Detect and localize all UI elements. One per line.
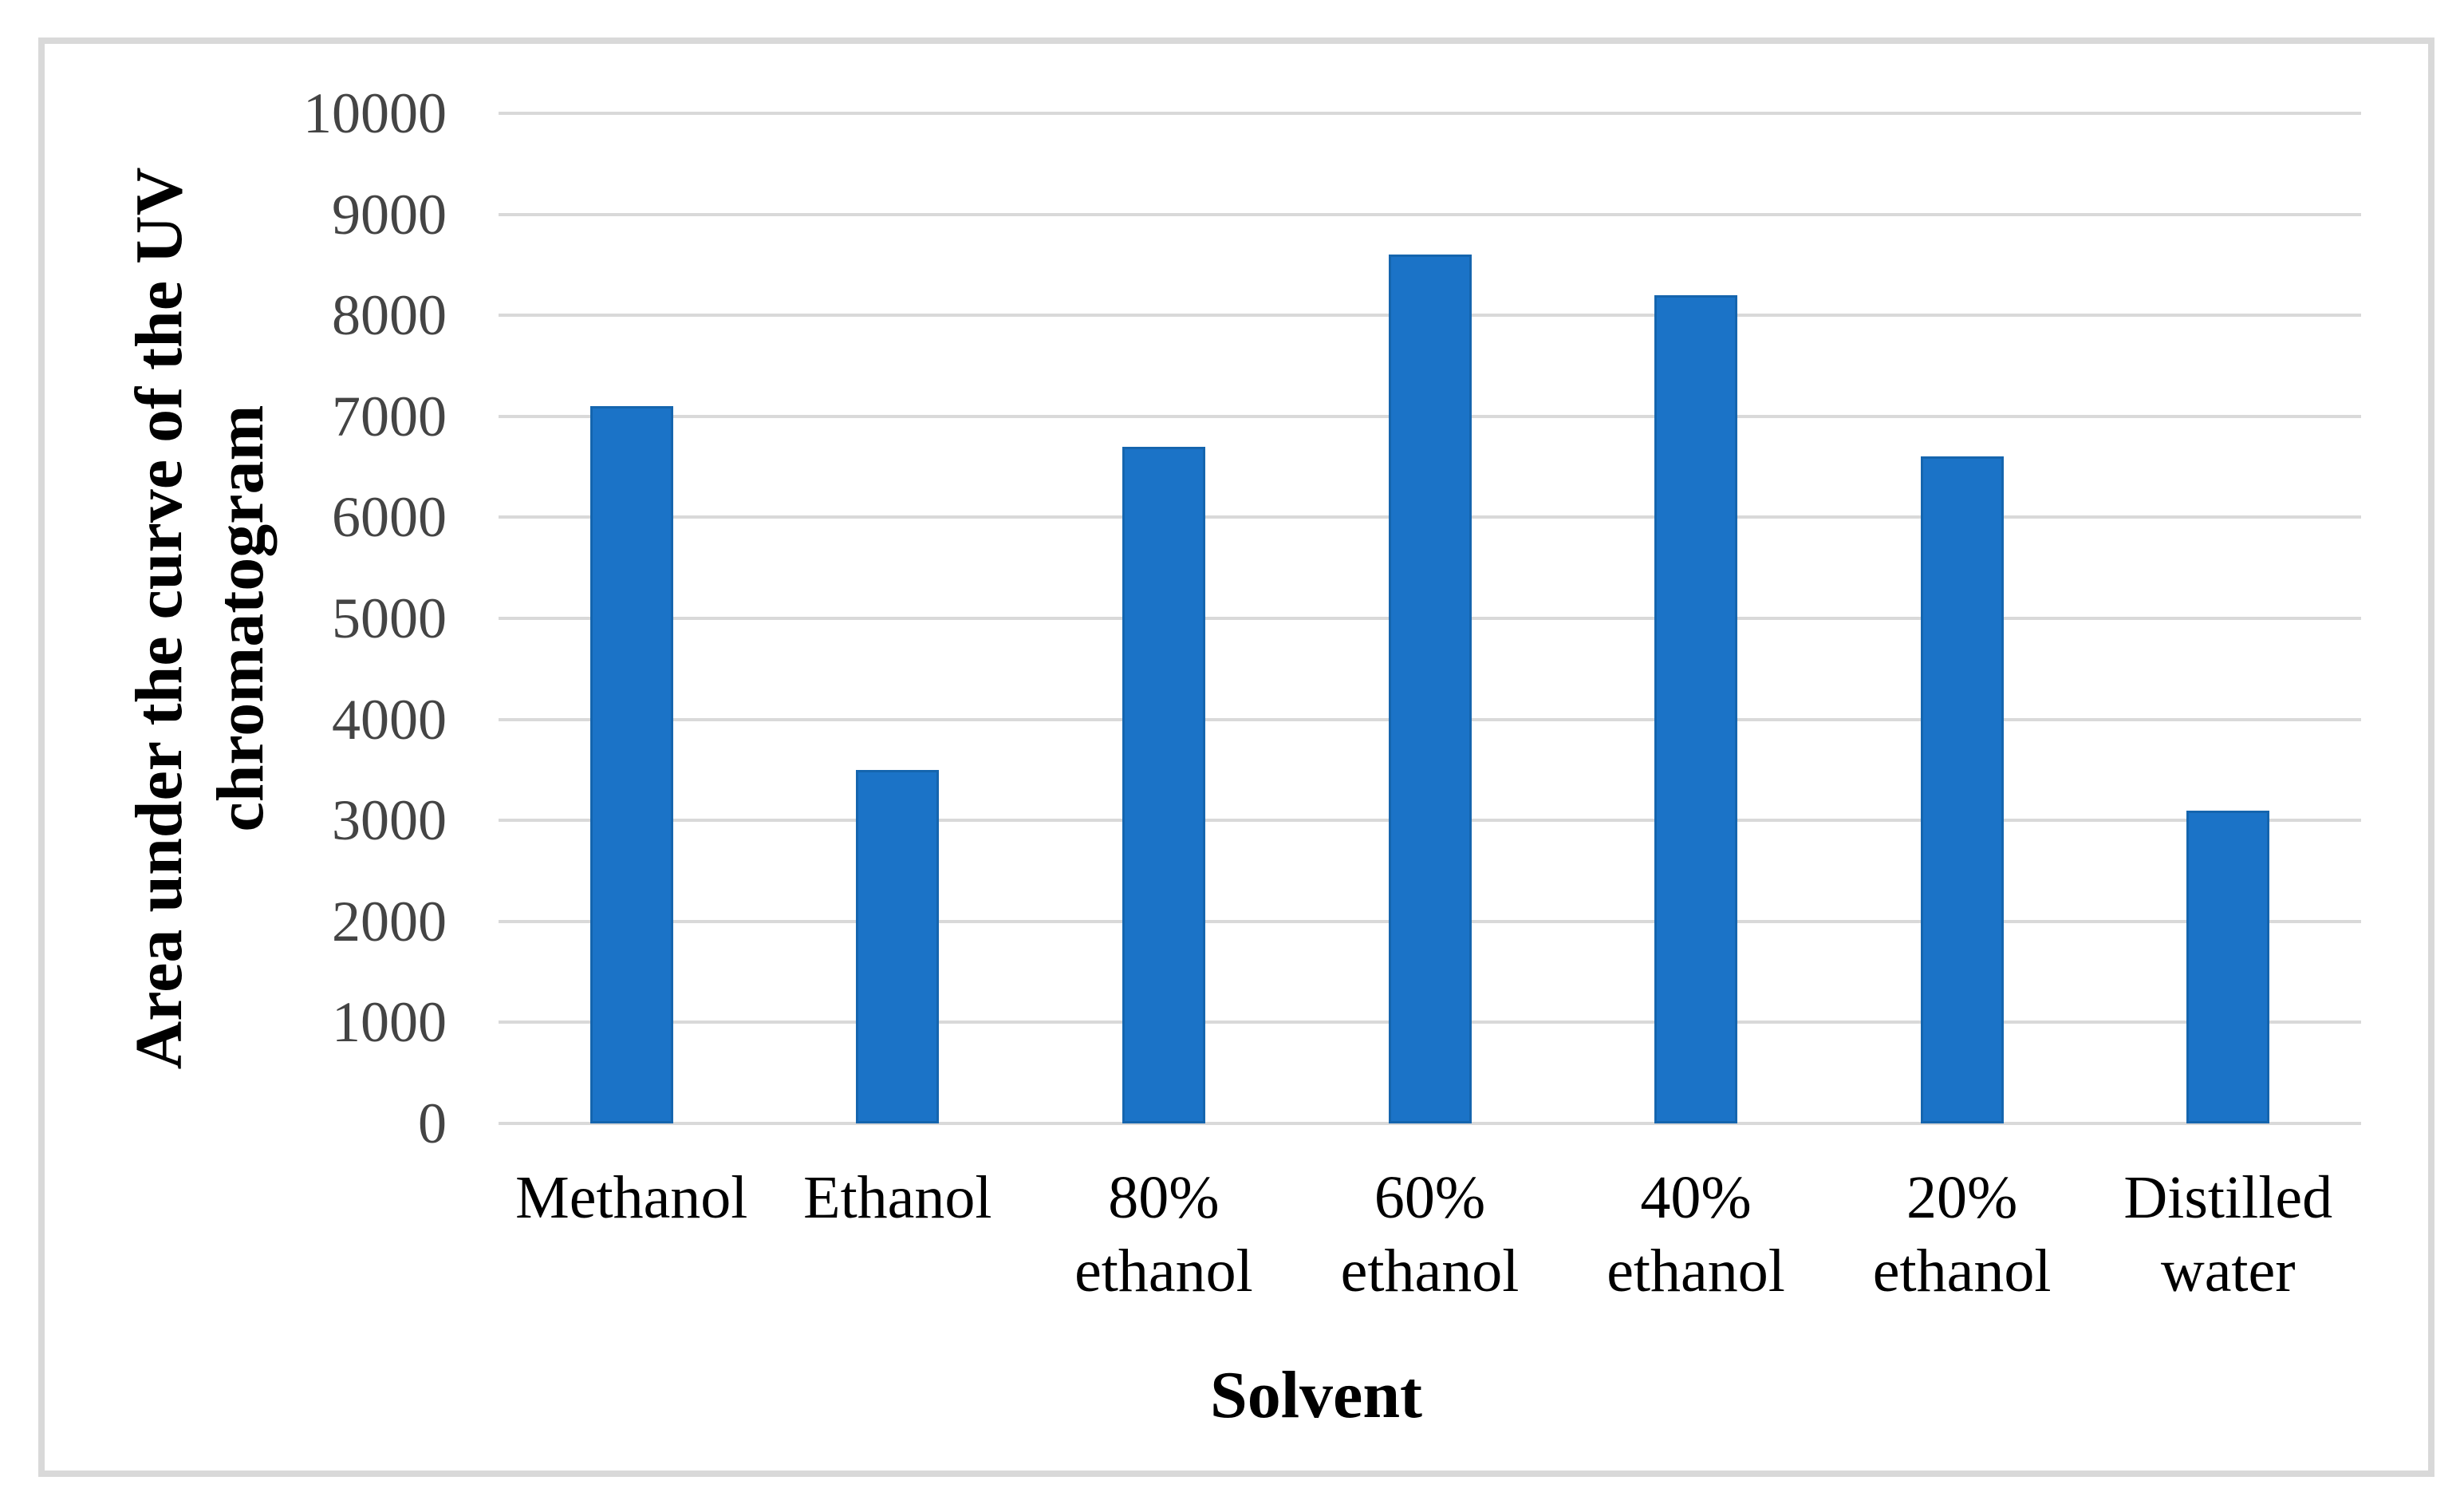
category-label: 20% ethanol bbox=[1872, 1164, 2052, 1305]
y-tick-label: 9000 bbox=[332, 182, 447, 247]
category-label: 40% ethanol bbox=[1607, 1164, 1785, 1305]
category-label: Ethanol bbox=[803, 1164, 992, 1231]
y-tick-label: 8000 bbox=[332, 283, 447, 348]
y-tick-label: 7000 bbox=[332, 384, 447, 448]
y-tick-label: 4000 bbox=[332, 687, 447, 752]
category-label: Distilled water bbox=[2123, 1164, 2333, 1305]
y-tick-label: 2000 bbox=[332, 889, 447, 953]
y-tick-label: 3000 bbox=[332, 788, 447, 853]
gridline bbox=[499, 1122, 2361, 1125]
category-label: Methanol bbox=[515, 1164, 748, 1231]
bar-20--ethanol bbox=[1920, 456, 2004, 1123]
bar-40--ethanol bbox=[1654, 294, 1738, 1123]
bar-80--ethanol bbox=[1122, 446, 1205, 1123]
y-tick-label: 10000 bbox=[303, 81, 447, 145]
bar-distilled-water bbox=[2186, 810, 2270, 1123]
category-label: 80% ethanol bbox=[1074, 1164, 1253, 1305]
y-tick-label: 6000 bbox=[332, 485, 447, 550]
bar-ethanol bbox=[856, 769, 940, 1123]
x-axis-title: Solvent bbox=[1209, 1358, 1423, 1432]
bar-methanol bbox=[589, 406, 673, 1123]
y-tick-label: 0 bbox=[418, 1092, 447, 1155]
gridline bbox=[499, 212, 2361, 216]
bar-60--ethanol bbox=[1388, 255, 1472, 1123]
chart-figure-frame bbox=[38, 38, 2434, 1477]
gridline bbox=[499, 112, 2361, 115]
y-tick-label: 5000 bbox=[332, 586, 447, 650]
y-tick-label: 1000 bbox=[332, 990, 447, 1055]
category-label: 60% ethanol bbox=[1340, 1164, 1520, 1305]
